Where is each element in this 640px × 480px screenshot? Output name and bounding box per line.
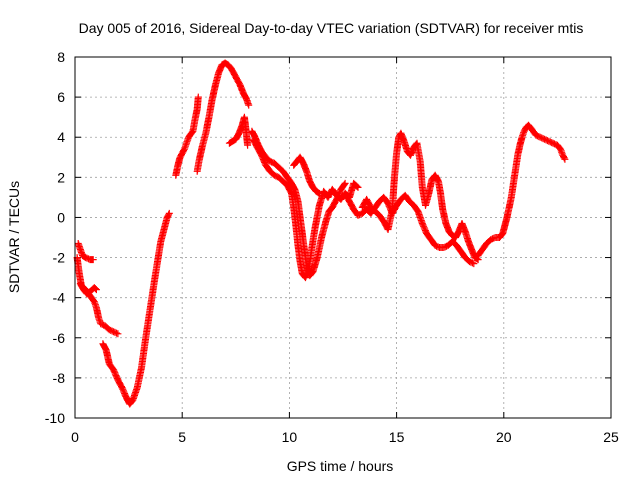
- plus-marker-trail: [172, 93, 202, 179]
- y-tick-label: 4: [57, 129, 65, 145]
- plot-frame: [74, 56, 612, 419]
- plus-marker-trail: [74, 240, 97, 264]
- series-2: [73, 254, 122, 338]
- series-7: [225, 113, 252, 149]
- plus-marker-trail: [73, 254, 122, 338]
- y-tick-label: -6: [53, 330, 66, 346]
- y-tick-label: 8: [57, 49, 65, 65]
- series-4: [99, 209, 173, 408]
- plus-marker-trail: [225, 113, 252, 149]
- y-tick-label: -4: [53, 290, 66, 306]
- plus-marker-trail: [358, 129, 482, 264]
- x-tick-label: 5: [178, 429, 186, 445]
- plus-marker-trail: [193, 59, 253, 175]
- y-tick-label: -10: [45, 410, 65, 426]
- y-axis-label: SDTVAR / TECUs: [6, 181, 22, 293]
- plus-marker-trail: [474, 121, 569, 260]
- x-tick-label: 15: [389, 429, 405, 445]
- plus-marker-trail: [76, 280, 100, 298]
- grid-lines: [75, 57, 611, 418]
- x-tick-label: 20: [496, 429, 512, 445]
- x-tick-label: 0: [71, 429, 79, 445]
- series-5: [172, 93, 202, 179]
- series-1: [74, 240, 97, 264]
- plus-marker-trail: [290, 153, 323, 197]
- x-axis-ticks: 0 5 10 15 20 25: [71, 57, 619, 445]
- y-tick-label: 0: [57, 209, 65, 225]
- x-axis-label: GPS time / hours: [287, 458, 394, 474]
- series-6: [193, 59, 253, 175]
- y-tick-label: -2: [53, 250, 66, 266]
- x-tick-label: 25: [603, 429, 619, 445]
- y-axis-ticks: -10 -8 -6 -4 -2 0 2 4 6 8: [45, 49, 611, 426]
- data-points: [73, 59, 569, 408]
- series-12: [358, 129, 482, 264]
- x-tick-label: 10: [282, 429, 298, 445]
- series-13: [474, 121, 569, 260]
- y-tick-label: 2: [57, 169, 65, 185]
- series-10: [290, 153, 323, 197]
- plus-marker-trail: [99, 209, 173, 408]
- plus-marker-trail: [249, 135, 362, 282]
- series-9: [249, 135, 362, 282]
- chart-title: Day 005 of 2016, Sidereal Day-to-day VTE…: [79, 20, 584, 36]
- series-3: [76, 280, 100, 298]
- y-tick-label: -8: [53, 370, 66, 386]
- y-tick-label: 6: [57, 89, 65, 105]
